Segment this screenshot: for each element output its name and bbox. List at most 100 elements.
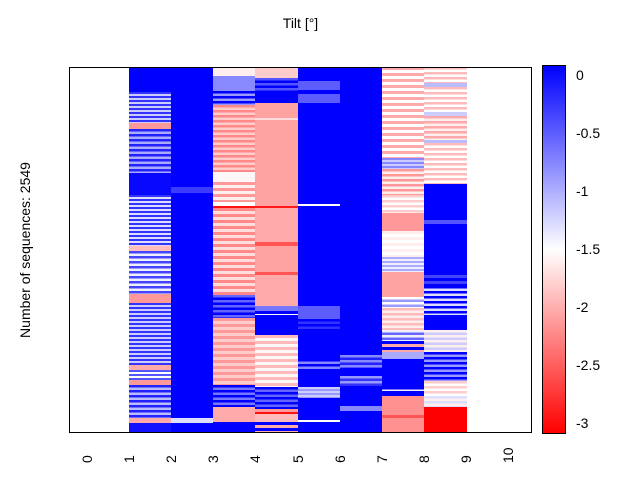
- x-tick-label: 8: [415, 455, 432, 463]
- heatmap-segment: [423, 330, 467, 353]
- heatmap-segment: [339, 406, 383, 412]
- x-tick-label: 6: [331, 455, 348, 463]
- heatmap-segment: [381, 359, 425, 387]
- heatmap-segment: [213, 205, 257, 209]
- heatmap-segment: [255, 93, 299, 104]
- heatmap-segment: [381, 213, 425, 232]
- heatmap-segment: [213, 181, 257, 202]
- heatmap-segment: [129, 68, 172, 93]
- x-tick-label: 0: [79, 455, 96, 463]
- heatmap-segment: [297, 90, 341, 95]
- heatmap-segment: [255, 103, 299, 118]
- heatmap-segment: [423, 271, 467, 287]
- heatmap-segment: [129, 379, 172, 385]
- heatmap-segment: [297, 68, 341, 82]
- heatmap-segment: [255, 421, 299, 432]
- heatmap-segment: [297, 206, 341, 307]
- heatmap-segment: [297, 306, 341, 320]
- heatmap-segment: [297, 330, 341, 360]
- heatmap-segment: [255, 120, 299, 206]
- heatmap-segment: [423, 220, 467, 224]
- heatmap-segment: [423, 406, 467, 432]
- heatmap-segment: [339, 368, 383, 377]
- heatmap-segment: [255, 242, 299, 246]
- heatmap-segment: [297, 203, 341, 207]
- heatmap-segment: [381, 256, 425, 272]
- colorbar-tick-label: -2: [576, 299, 589, 315]
- heatmap-segment: [381, 68, 425, 159]
- heatmap-segment: [213, 421, 257, 432]
- heatmap-segment: [381, 169, 425, 195]
- heatmap-segment: [129, 251, 172, 294]
- heatmap-segment: [297, 359, 341, 371]
- heatmap-segment: [213, 68, 257, 77]
- heatmap-segment: [213, 76, 257, 92]
- heatmap-segment: [423, 396, 467, 407]
- heatmap-segment: [129, 92, 172, 124]
- heatmap-segment: [255, 117, 299, 121]
- heatmap-segment: [213, 105, 257, 172]
- heatmap-segment: [255, 68, 299, 78]
- heatmap-segment: [339, 68, 383, 355]
- heatmap-segment: [129, 385, 172, 418]
- colorbar-tick-label: -0.5: [576, 125, 601, 141]
- heatmap-segment: [255, 271, 299, 276]
- heatmap-segment: [381, 271, 425, 298]
- heatmap-segment: [129, 245, 172, 252]
- heatmap-segment: [129, 293, 172, 303]
- heatmap-segment: [255, 414, 299, 422]
- heatmap-segment: [423, 83, 467, 87]
- heatmap-segment: [297, 419, 341, 423]
- heatmap-segment: [255, 306, 299, 312]
- heatmap-segment: [213, 201, 257, 206]
- heatmap-segment: [297, 81, 341, 91]
- x-tick-label: 3: [205, 455, 222, 463]
- heatmap-segment: [297, 319, 341, 331]
- x-tick-label: 5: [289, 455, 306, 463]
- heatmap-segment: [423, 116, 467, 140]
- heatmap-segment: [129, 417, 172, 424]
- heatmap-segment: [129, 364, 172, 371]
- colorbar-tick-label: -3: [576, 415, 589, 431]
- chart-title: Tilt [°]: [282, 15, 319, 31]
- x-tick-label: 10: [500, 447, 516, 463]
- x-tick-label: 7: [373, 455, 390, 463]
- heatmap-segment: [171, 68, 214, 188]
- heatmap-segment: [381, 386, 425, 391]
- heatmap-segment: [255, 313, 299, 316]
- heatmap-segment: [381, 297, 425, 309]
- heatmap-segment: [213, 171, 257, 182]
- heatmap-segment: [423, 139, 467, 144]
- heatmap-segment: [255, 208, 299, 243]
- heatmap-segment: [339, 354, 383, 369]
- heatmap-segment: [297, 422, 341, 432]
- heatmap-segment: [129, 172, 172, 195]
- heatmap-segment: [171, 417, 214, 423]
- heatmap-segment: [255, 205, 299, 209]
- heatmap-segment: [381, 194, 425, 213]
- heatmap-segment: [213, 294, 257, 319]
- heatmap-segment: [129, 302, 172, 365]
- heatmap-segment: [297, 370, 341, 387]
- y-axis-label: Number of sequences: 2549: [17, 162, 33, 338]
- heatmap-segment: [339, 411, 383, 432]
- plot-area: [69, 67, 532, 433]
- heatmap-segment: [129, 423, 172, 432]
- heatmap-segment: [381, 352, 425, 360]
- heatmap-segment: [255, 334, 299, 387]
- heatmap-segment: [423, 143, 467, 184]
- heatmap-segment: [423, 68, 467, 84]
- heatmap-segment: [423, 86, 467, 113]
- heatmap-segment: [129, 194, 172, 246]
- heatmap-segment: [423, 315, 467, 331]
- colorbar-tick-label: -2.5: [576, 357, 601, 373]
- heatmap-segment: [423, 223, 467, 272]
- heatmap-segment: [213, 91, 257, 106]
- heatmap-segment: [423, 183, 467, 221]
- heatmap-segment: [423, 286, 467, 316]
- heatmap-segment: [381, 390, 425, 396]
- colorbar-tick-label: -1: [576, 183, 589, 199]
- heatmap-segment: [255, 315, 299, 335]
- colorbar-tick-label: -1.5: [576, 241, 601, 257]
- heatmap-segment: [381, 415, 425, 418]
